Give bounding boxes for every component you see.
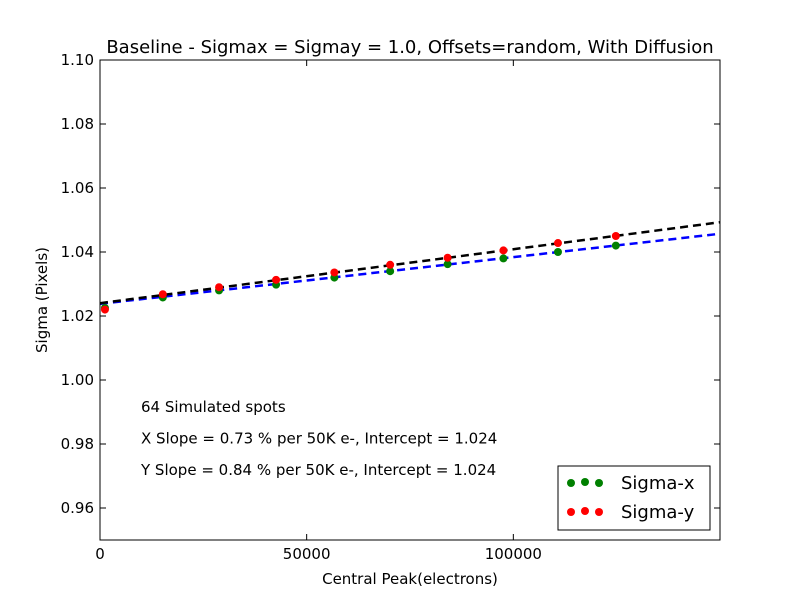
annotation-text: X Slope = 0.73 % per 50K e-, Intercept =… xyxy=(141,430,497,448)
x-tick-label: 100000 xyxy=(485,545,542,563)
point-sigma-y-2 xyxy=(215,283,224,292)
plot-frame xyxy=(99,59,721,541)
point-sigma-y-9 xyxy=(611,232,620,240)
legend: Sigma-x Sigma-y xyxy=(557,465,711,531)
point-sigma-y-5 xyxy=(386,260,395,269)
point-sigma-x-7 xyxy=(499,254,508,263)
point-sigma-y-4 xyxy=(330,268,339,277)
legend-marker xyxy=(581,478,589,486)
point-sigma-x-6 xyxy=(443,260,452,269)
chart-title: Baseline - Sigmax = Sigmay = 1.0, Offset… xyxy=(106,37,713,58)
legend-marker xyxy=(581,507,589,515)
legend-marker xyxy=(567,479,575,487)
legend-label: Sigma-x xyxy=(621,473,695,494)
x-tick-label: 50000 xyxy=(283,545,331,563)
annotation-text: 64 Simulated spots xyxy=(141,398,286,416)
legend-box xyxy=(557,465,711,531)
legend-marker xyxy=(595,508,603,516)
point-sigma-y-6 xyxy=(443,253,452,262)
point-sigma-y-8 xyxy=(553,239,562,248)
plot-area: 0 50000 100000 0.96 0.98 1.00 1.02 1.04 1.06 1.08… xyxy=(61,51,721,563)
point-sigma-y-7 xyxy=(499,246,508,255)
legend-marker xyxy=(595,479,603,487)
point-sigma-x-5 xyxy=(386,267,395,276)
annotations: 64 Simulated spots X Slope = 0.73 % per 5… xyxy=(140,398,497,479)
legend-label: Sigma-y xyxy=(621,502,695,523)
fit-line-0 xyxy=(99,232,721,306)
y-tick-label: 1.06 xyxy=(61,179,94,197)
point-sigma-x-9 xyxy=(611,241,620,250)
point-sigma-y-3 xyxy=(272,275,281,284)
point-sigma-x-8 xyxy=(553,248,562,256)
x-tick-label: 0 xyxy=(95,545,105,563)
y-tick-label: 1.00 xyxy=(61,371,94,389)
y-tick-label: 1.04 xyxy=(61,243,94,261)
y-tick-label: 1.02 xyxy=(61,307,94,325)
y-tick-label: 1.10 xyxy=(61,51,94,69)
point-sigma-y-0 xyxy=(100,305,109,314)
point-sigma-y-1 xyxy=(158,290,167,299)
y-tick-label: 0.98 xyxy=(61,435,94,453)
y-tick-label: 1.08 xyxy=(61,115,94,133)
y-tick-label: 0.96 xyxy=(61,499,94,517)
legend-marker xyxy=(567,508,575,516)
x-axis-label: Central Peak(electrons) xyxy=(322,570,498,588)
fit-line-1 xyxy=(99,221,721,305)
y-axis-label: Sigma (Pixels) xyxy=(33,247,51,353)
annotation-text: Y Slope = 0.84 % per 50K e-, Intercept =… xyxy=(140,461,496,479)
